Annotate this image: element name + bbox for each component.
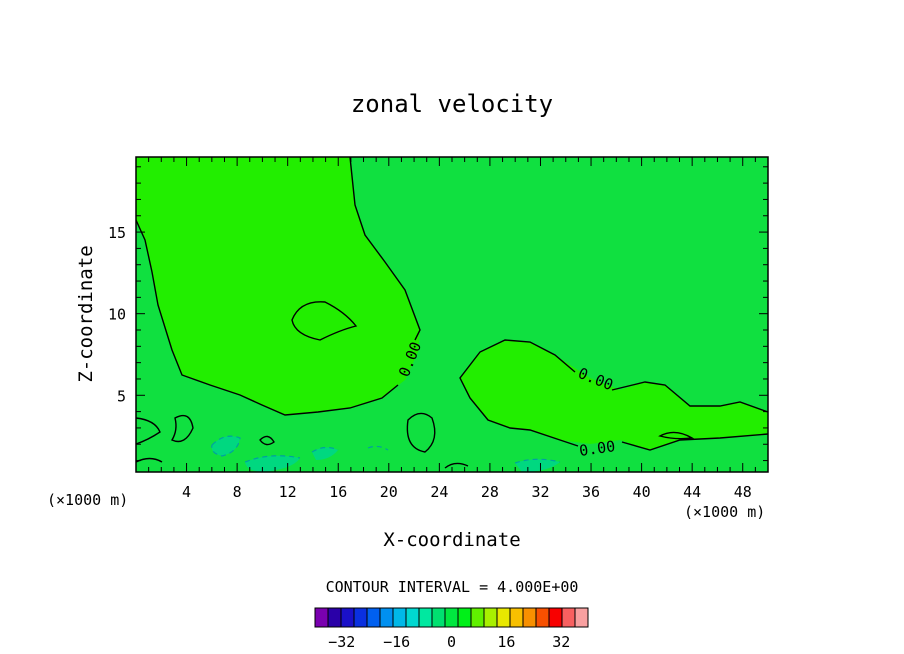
contour-line-left-lobe <box>135 219 399 416</box>
x-tick-label: 20 <box>380 483 398 501</box>
colorbar <box>314 607 589 628</box>
contour-line-small-3 <box>259 435 275 446</box>
colorbar-swatch <box>418 607 433 628</box>
negative-patch-4 <box>515 459 560 472</box>
contour-line-right-region <box>611 381 769 413</box>
colorbar-tick-label: −32 <box>328 633 355 651</box>
colorbar-swatch <box>444 607 459 628</box>
x-tick-label: 12 <box>279 483 297 501</box>
x-tick-label: 4 <box>182 483 191 501</box>
contour-line-inner-closed <box>291 301 358 341</box>
colorbar-tick-label: 16 <box>497 633 515 651</box>
y-axis: 5 10 15 <box>108 166 768 462</box>
contour-lines <box>135 156 769 469</box>
colorbar-swatch <box>535 607 550 628</box>
colorbar-swatch <box>548 607 563 628</box>
colorbar-swatch <box>509 607 524 628</box>
neg-contour-5 <box>367 445 389 451</box>
y-tick-label: 15 <box>108 224 126 242</box>
colorbar-ticks: −32 −16 0 16 32 <box>328 633 570 651</box>
x-tick-label: 44 <box>683 483 701 501</box>
contour-line-small-2 <box>170 414 194 443</box>
colorbar-swatch <box>314 607 329 628</box>
colorbar-swatch <box>379 607 394 628</box>
colorbar-swatch <box>483 607 498 628</box>
colorbar-swatch <box>431 607 446 628</box>
colorbar-swatch <box>392 607 407 628</box>
positive-region-left-lobe <box>136 157 420 415</box>
contour-line-small-6 <box>444 462 469 469</box>
colorbar-tick-label: −16 <box>383 633 410 651</box>
colorbar-swatch <box>353 607 368 628</box>
x-axis-unit-right: (×1000 m) <box>684 503 765 521</box>
neg-contour-1 <box>211 435 241 457</box>
x-axis: 4 8 12 16 20 24 28 32 36 40 44 48 <box>148 157 756 501</box>
colorbar-swatch <box>457 607 472 628</box>
positive-region-upper <box>136 157 768 450</box>
x-tick-label: 16 <box>329 483 347 501</box>
colorbar-swatch <box>522 607 537 628</box>
negative-patch-3 <box>312 447 338 460</box>
contour-label-3: 0.00 <box>578 437 616 460</box>
chart-title: zonal velocity <box>351 90 553 118</box>
contour-line-right-region-left <box>459 339 579 447</box>
colorbar-swatch <box>366 607 381 628</box>
contour-line-small-1 <box>135 417 161 445</box>
y-tick-label: 10 <box>108 306 126 324</box>
plot-area: 0.00 0.00 0.00 <box>135 156 769 473</box>
colorbar-swatch <box>327 607 342 628</box>
contour-line-left-lobe-top <box>349 156 421 341</box>
neg-contour-2 <box>244 455 301 463</box>
x-tick-label: 28 <box>481 483 499 501</box>
colorbar-swatch <box>470 607 485 628</box>
negative-patch-2 <box>245 455 300 472</box>
colorbar-swatch <box>561 607 576 628</box>
neg-contour-3 <box>311 446 339 453</box>
x-tick-label: 24 <box>430 483 448 501</box>
colorbar-swatch <box>340 607 355 628</box>
y-axis-label: Z-coordinate <box>75 245 97 382</box>
negative-contour-lines <box>211 435 561 464</box>
negative-patch-1 <box>211 436 240 456</box>
contour-interval-text: CONTOUR INTERVAL = 4.000E+00 <box>326 578 579 596</box>
contour-line-right-region-bottom <box>621 433 769 451</box>
x-axis-label: X-coordinate <box>383 529 520 551</box>
x-tick-label: 40 <box>633 483 651 501</box>
colorbar-tick-label: 32 <box>552 633 570 651</box>
colorbar-tick-label: 0 <box>447 633 456 651</box>
x-tick-label: 8 <box>233 483 242 501</box>
contour-line-small-7 <box>658 431 695 440</box>
x-tick-label: 48 <box>734 483 752 501</box>
y-tick-label: 5 <box>117 387 126 405</box>
colorbar-swatch <box>574 607 589 628</box>
neg-contour-4 <box>514 458 561 464</box>
colorbar-swatch <box>496 607 511 628</box>
x-tick-label: 36 <box>582 483 600 501</box>
colorbar-swatch <box>405 607 420 628</box>
x-tick-label: 32 <box>531 483 549 501</box>
contour-line-small-4 <box>406 412 436 453</box>
x-axis-unit-left: (×1000 m) <box>47 491 128 509</box>
